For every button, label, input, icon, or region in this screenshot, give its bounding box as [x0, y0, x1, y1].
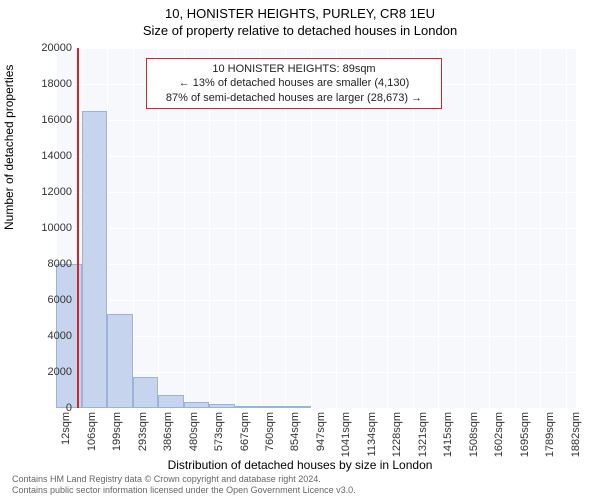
gridline-v — [489, 48, 490, 408]
gridline-h — [56, 228, 576, 229]
y-tick-label: 20000 — [28, 42, 72, 54]
gridline-h — [56, 300, 576, 301]
y-tick-label: 4000 — [28, 330, 72, 342]
gridline-h — [56, 192, 576, 193]
annotation-box: 10 HONISTER HEIGHTS: 89sqm← 13% of detac… — [146, 58, 442, 109]
histogram-bar — [82, 111, 107, 408]
x-tick-label: 106sqm — [86, 412, 98, 451]
gridline-v — [540, 48, 541, 408]
annotation-line1: 10 HONISTER HEIGHTS: 89sqm — [153, 62, 435, 76]
x-tick-label: 1321sqm — [417, 412, 429, 457]
title-sub: Size of property relative to detached ho… — [0, 21, 600, 38]
x-tick-label: 1228sqm — [391, 412, 403, 457]
histogram-bar — [107, 314, 133, 408]
histogram-bar — [285, 406, 310, 408]
gridline-v — [566, 48, 567, 408]
y-tick-label: 8000 — [28, 258, 72, 270]
chart-container: 10, HONISTER HEIGHTS, PURLEY, CR8 1EU Si… — [0, 0, 600, 500]
gridline-h — [56, 48, 576, 49]
x-tick-label: 1882sqm — [570, 412, 582, 457]
histogram-bar — [158, 395, 184, 408]
y-tick-label: 16000 — [28, 114, 72, 126]
x-tick-label: 1789sqm — [544, 412, 556, 457]
gridline-h — [56, 120, 576, 121]
y-tick-label: 2000 — [28, 366, 72, 378]
y-tick-label: 12000 — [28, 186, 72, 198]
y-tick-label: 14000 — [28, 150, 72, 162]
title-main: 10, HONISTER HEIGHTS, PURLEY, CR8 1EU — [0, 0, 600, 21]
x-tick-label: 1508sqm — [468, 412, 480, 457]
x-tick-label: 480sqm — [188, 412, 200, 451]
x-tick-label: 573sqm — [213, 412, 225, 451]
gridline-v — [464, 48, 465, 408]
x-tick-label: 1602sqm — [493, 412, 505, 457]
x-tick-label: 667sqm — [239, 412, 251, 451]
y-tick-label: 18000 — [28, 78, 72, 90]
x-tick-label: 1695sqm — [519, 412, 531, 457]
histogram-bar — [133, 377, 158, 408]
histogram-bar — [260, 406, 286, 408]
gridline-h — [56, 156, 576, 157]
y-axis-label: Number of detached properties — [2, 65, 16, 230]
footer-text: Contains HM Land Registry data © Crown c… — [12, 474, 356, 496]
marker-line — [77, 48, 79, 408]
y-tick-label: 6000 — [28, 294, 72, 306]
annotation-line2: ← 13% of detached houses are smaller (4,… — [153, 76, 435, 90]
gridline-v — [515, 48, 516, 408]
footer-line: Contains HM Land Registry data © Crown c… — [12, 474, 356, 495]
x-tick-label: 854sqm — [289, 412, 301, 451]
histogram-bar — [235, 406, 260, 408]
gridline-h — [56, 408, 576, 409]
x-tick-label: 760sqm — [264, 412, 276, 451]
histogram-bar — [209, 404, 235, 408]
gridline-h — [56, 264, 576, 265]
x-tick-label: 12sqm — [60, 412, 72, 445]
histogram-bar — [184, 402, 209, 408]
x-tick-label: 199sqm — [111, 412, 123, 451]
x-tick-label: 1041sqm — [340, 412, 352, 457]
annotation-line3: 87% of semi-detached houses are larger (… — [153, 91, 435, 105]
x-tick-label: 947sqm — [315, 412, 327, 451]
x-tick-label: 386sqm — [162, 412, 174, 451]
y-tick-label: 10000 — [28, 222, 72, 234]
x-axis-label: Distribution of detached houses by size … — [0, 458, 600, 472]
x-tick-label: 1134sqm — [366, 412, 378, 456]
chart-area: 10 HONISTER HEIGHTS: 89sqm← 13% of detac… — [56, 48, 576, 408]
x-tick-label: 293sqm — [137, 412, 149, 451]
x-tick-label: 1415sqm — [442, 412, 454, 457]
plot-area: 10 HONISTER HEIGHTS: 89sqm← 13% of detac… — [56, 48, 576, 408]
gridline-h — [56, 372, 576, 373]
gridline-h — [56, 336, 576, 337]
gridline-v — [133, 48, 134, 408]
